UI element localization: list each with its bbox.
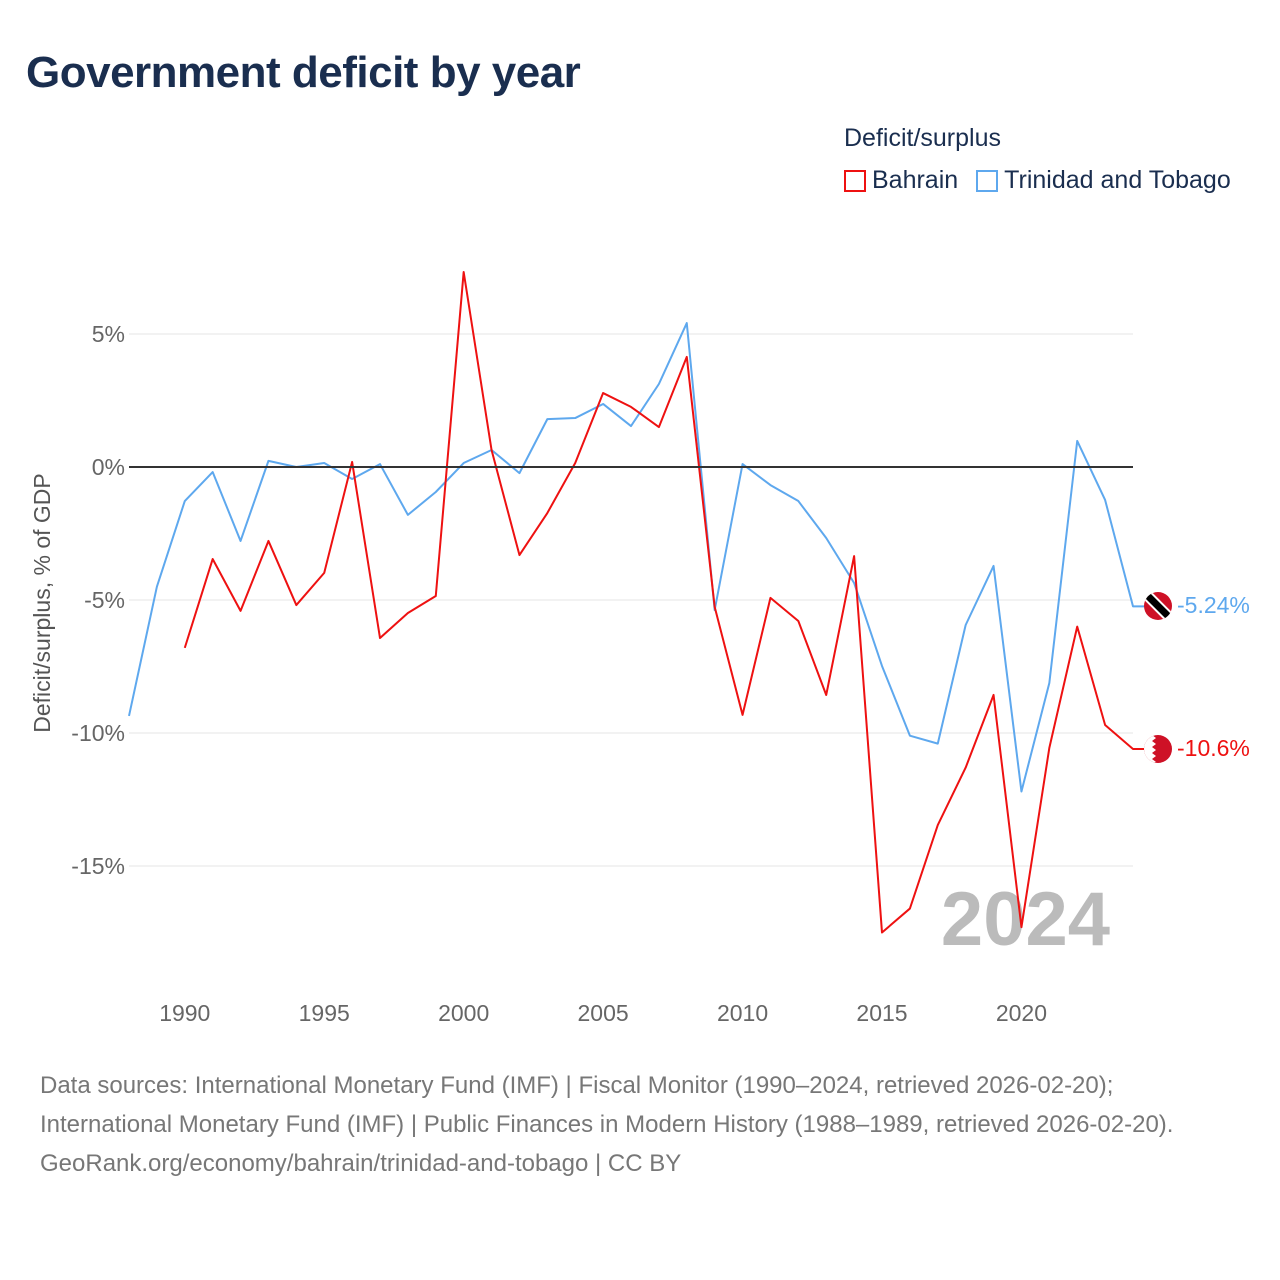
x-tick-label: 2000 <box>438 1000 489 1026</box>
chart-title: Government deficit by year <box>26 48 581 97</box>
end-label-trinidad: -5.24% <box>1177 592 1250 618</box>
year-watermark: 2024 <box>941 877 1110 962</box>
y-axis-label: Deficit/surplus, % of GDP <box>29 473 55 732</box>
legend-label: Bahrain <box>872 166 959 194</box>
line-chart: 5% 0% -5% -10% -15% 1990 1995 2000 2005 2010 2015 2… <box>29 271 1250 1026</box>
legend-swatch <box>844 169 866 192</box>
x-tick-label: 2020 <box>996 1000 1047 1026</box>
x-tick-label: 1995 <box>299 1000 350 1026</box>
data-sources: Data sources: International Monetary Fun… <box>40 1072 1174 1138</box>
x-tick-label: 1990 <box>159 1000 210 1026</box>
y-tick-label: -10% <box>71 720 125 746</box>
footer: Data sources: International Monetary Fun… <box>40 1066 1240 1183</box>
legend-title: Deficit/surplus <box>844 124 1001 152</box>
y-tick-label: 0% <box>92 454 125 480</box>
series-line-bahrain <box>183 271 1145 934</box>
legend-swatch <box>976 169 999 192</box>
x-tick-label: 2010 <box>717 1000 768 1026</box>
y-tick-label: -15% <box>71 853 125 879</box>
x-tick-label: 2015 <box>856 1000 907 1026</box>
y-tick-label: -5% <box>84 587 125 613</box>
legend-item-trinidad-and-tobago[interactable]: Trinidad and Tobago <box>976 166 1231 195</box>
legend: Bahrain Trinidad and Tobago <box>844 166 1231 195</box>
trinidad-flag-icon <box>1144 592 1172 620</box>
legend-item-bahrain[interactable]: Bahrain <box>844 166 958 195</box>
bahrain-flag-icon <box>1144 735 1172 763</box>
x-tick-label: 2005 <box>578 1000 629 1026</box>
y-tick-label: 5% <box>92 321 125 347</box>
series-line-trinidad-and-tobago <box>128 322 1145 793</box>
end-label-bahrain: -10.6% <box>1177 735 1250 761</box>
credit-link[interactable]: GeoRank.org/economy/bahrain/trinidad-and… <box>40 1150 682 1177</box>
legend-label: Trinidad and Tobago <box>1004 166 1231 194</box>
